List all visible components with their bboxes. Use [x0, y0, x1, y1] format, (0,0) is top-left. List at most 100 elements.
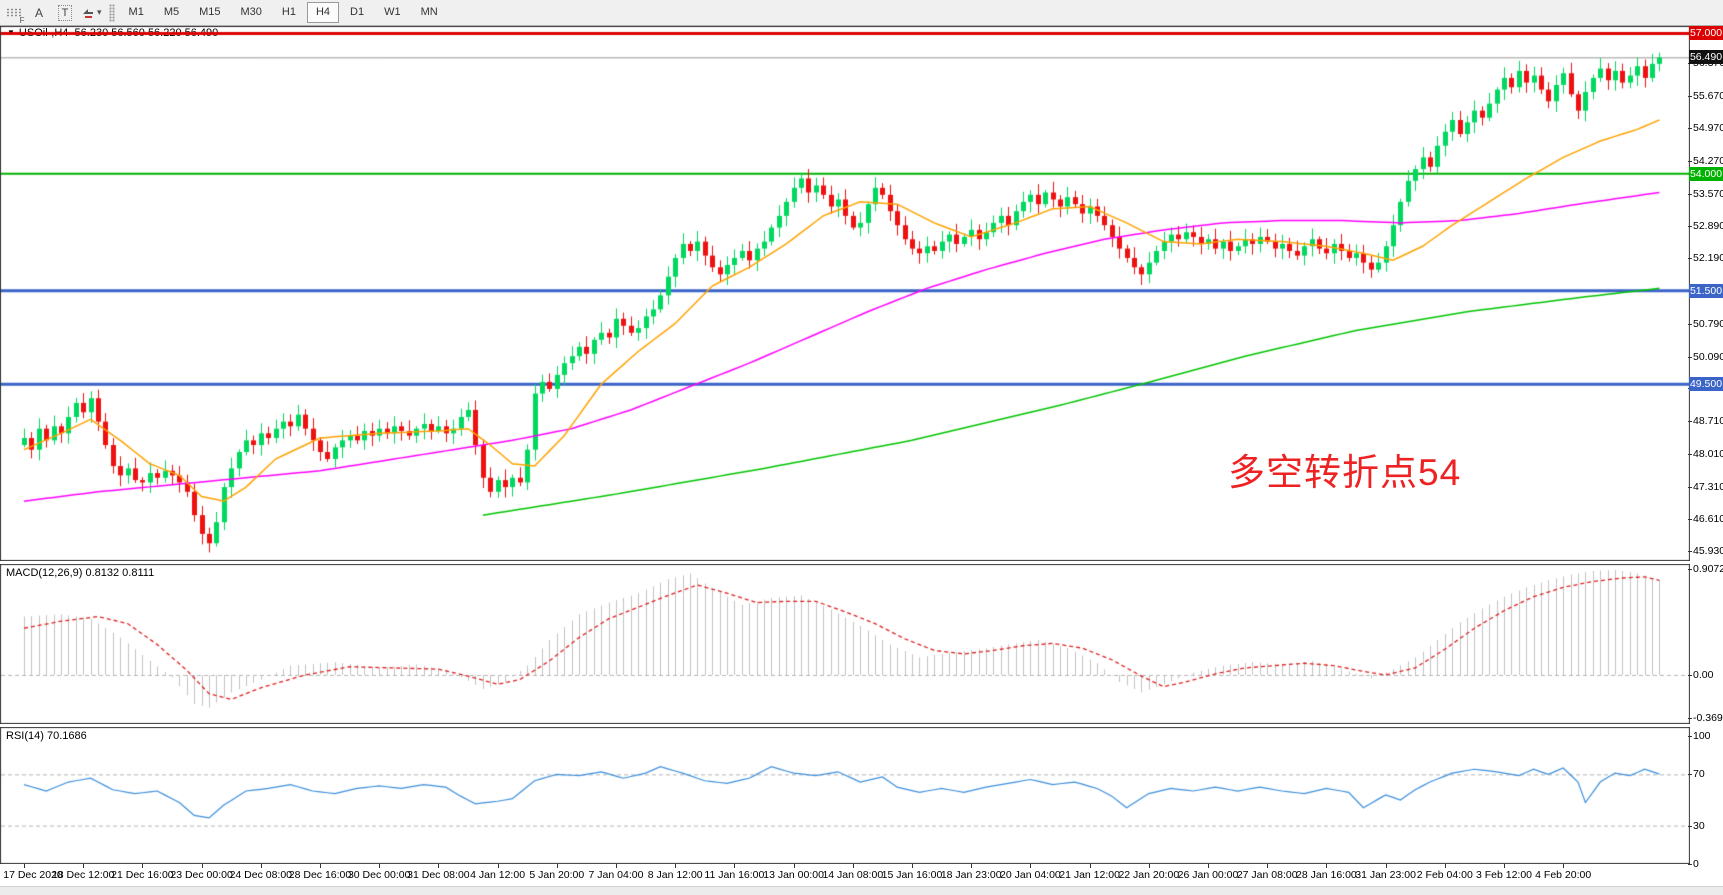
tf-button-m15[interactable]: M15 [190, 2, 229, 23]
time-tick [201, 864, 203, 868]
time-tick [852, 864, 854, 868]
time-tick [142, 864, 144, 868]
toolbar: F A T ▾ M1 M5 M15 M30 H1 H4 D1 W1 MN [0, 0, 1723, 26]
rsi-axis-label: 0 [1688, 858, 1699, 870]
time-tick-label: 31 Dec 08:00 [407, 869, 470, 881]
price-tick-label: 55.670 [1687, 90, 1723, 102]
price-line-badge: 57.000 [1689, 26, 1723, 41]
time-tick-label: 11 Jan 16:00 [704, 869, 765, 881]
toolbar-grip[interactable] [108, 3, 115, 22]
dot-grid: F [5, 8, 25, 25]
label-tool-button[interactable]: A [34, 5, 43, 20]
time-tick [556, 864, 558, 868]
rsi-indicator-panel[interactable] [0, 727, 1690, 864]
time-tick [1089, 864, 1091, 868]
rsi-axis-label: 30 [1688, 819, 1705, 832]
tf-button-mn[interactable]: MN [412, 2, 447, 23]
time-tick-label: 24 Dec 08:00 [229, 869, 293, 881]
time-tick-label: 21 Jan 12:00 [1059, 869, 1120, 881]
time-tick-label: 5 Jan 20:00 [529, 869, 585, 881]
price-line-badge: 49.500 [1689, 377, 1723, 392]
time-tick-label: 18 Dec 12:00 [51, 869, 115, 881]
grid-f-label: F [19, 16, 25, 25]
tf-button-m5[interactable]: M5 [155, 2, 188, 23]
chevron-down-icon: ▾ [97, 7, 102, 17]
time-tick-label: 30 Dec 00:00 [347, 869, 411, 881]
time-tick-label: 4 Feb 20:00 [1535, 869, 1592, 881]
macd-axis-label: -0.369 [1688, 712, 1723, 725]
main-price-chart[interactable] [0, 26, 1690, 561]
time-tick [1444, 864, 1446, 868]
time-tick [1385, 864, 1387, 868]
text-tool-icon: T [57, 4, 73, 21]
price-tick-label: 53.570 [1687, 188, 1723, 200]
rsi-axis-label: 70 [1688, 768, 1705, 781]
time-tick [1326, 864, 1328, 868]
time-tick-label: 23 Dec 00:00 [170, 869, 233, 881]
bottom-strip [0, 886, 1723, 895]
tf-button-w1[interactable]: W1 [375, 2, 410, 23]
time-tick-label: 21 Dec 16:00 [111, 869, 174, 881]
time-tick-label: 14 Jan 08:00 [822, 869, 884, 881]
macd-indicator-panel[interactable] [0, 564, 1690, 724]
price-line-badge: 54.000 [1689, 166, 1723, 181]
tf-button-m1[interactable]: M1 [120, 2, 153, 23]
time-tick [734, 864, 736, 868]
indicator-grid-icon[interactable]: F [2, 2, 25, 25]
time-tick [24, 864, 25, 868]
tf-button-h1[interactable]: H1 [273, 2, 305, 23]
time-tick-label: 7 Jan 04:00 [588, 869, 644, 881]
time-tick [497, 864, 499, 868]
price-tick-label: 54.270 [1687, 155, 1723, 167]
tf-button-m30[interactable]: M30 [232, 2, 271, 23]
time-tick [1267, 864, 1269, 868]
time-tick-label: 26 Jan 00:00 [1177, 869, 1239, 881]
macd-label: MACD(12,26,9) 0.8132 0.8111 [6, 567, 155, 579]
price-line-badge: 51.500 [1689, 283, 1723, 298]
time-tick-label: 20 Jan 04:00 [1000, 869, 1061, 881]
time-tick [260, 864, 262, 868]
macd-axis-label: 0.9072 [1687, 563, 1723, 575]
time-tick-label: 13 Jan 00:00 [763, 869, 824, 881]
time-tick [912, 864, 913, 868]
time-tick-label: 2 Feb 04:00 [1416, 869, 1473, 881]
time-tick [438, 864, 440, 868]
price-tick-label: 50.090 [1687, 351, 1723, 363]
text-tool-button[interactable]: T [54, 2, 76, 24]
time-tick [1504, 864, 1505, 868]
time-tick-label: 28 Dec 16:00 [288, 869, 352, 881]
arrows-tool-button[interactable]: ▾ [80, 2, 103, 24]
time-tick-label: 31 Jan 23:00 [1355, 869, 1416, 881]
time-tick [675, 864, 677, 868]
time-tick-label: 22 Jan 20:00 [1118, 869, 1180, 881]
time-tick-label: 4 Jan 12:00 [470, 869, 526, 881]
price-line-badge: 56.490 [1689, 50, 1723, 65]
rsi-axis-label: 100 [1688, 729, 1711, 742]
time-tick [1030, 864, 1032, 868]
time-tick [83, 864, 85, 868]
price-tick-label: 47.310 [1687, 481, 1723, 493]
rsi-label: RSI(14) 70.1686 [6, 730, 87, 742]
time-tick [793, 864, 795, 868]
time-tick-label: 27 Jan 08:00 [1236, 869, 1298, 881]
time-tick-label: 8 Jan 12:00 [647, 869, 703, 881]
tf-button-h4[interactable]: H4 [306, 2, 340, 23]
time-tick-label: 17 Dec 2020 [3, 869, 63, 881]
time-tick [1148, 864, 1150, 868]
price-tick-label: 50.790 [1687, 318, 1723, 330]
time-tick-label: 28 Jan 16:00 [1296, 869, 1357, 881]
time-tick [1208, 864, 1209, 868]
time-tick [1563, 864, 1565, 868]
price-tick-label: 45.930 [1687, 545, 1723, 557]
time-tick-label: 3 Feb 12:00 [1475, 869, 1533, 881]
price-tick-label: 46.610 [1687, 513, 1723, 525]
time-tick [971, 864, 973, 868]
time-tick-label: 18 Jan 23:00 [940, 869, 1002, 881]
macd-axis-label: 0.00 [1687, 668, 1714, 681]
tf-button-d1[interactable]: D1 [341, 2, 373, 23]
time-tick-label: 15 Jan 16:00 [881, 869, 943, 881]
time-tick [616, 864, 617, 868]
price-tick-label: 48.710 [1687, 415, 1723, 427]
time-tick [320, 864, 321, 868]
